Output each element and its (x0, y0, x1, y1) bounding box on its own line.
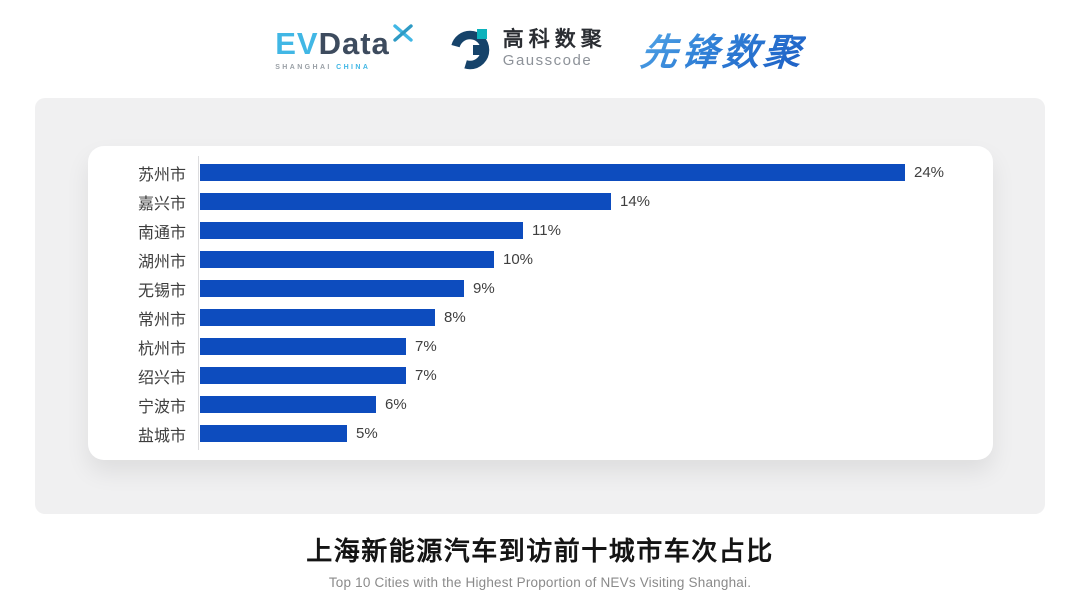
evdata-ev-text: EV (275, 25, 319, 61)
bar-chart: 苏州市 24% 嘉兴市 14% 南通市 11% 湖州市 10% 无锡市 9% 常州市 8% 杭州市 7% 绍… (138, 156, 953, 450)
evdata-shanghai-text: SHANGHAI (275, 63, 332, 71)
value-label: 6% (385, 396, 407, 413)
category-label: 盐城市 (138, 427, 187, 445)
footer-title-block: 上海新能源汽车到访前十城市车次占比 Top 10 Cities with the… (0, 531, 1080, 590)
evdata-wordmark: EV Data (275, 23, 414, 61)
gausscode-text: 高科数聚 Gausscode (503, 28, 607, 70)
evdata-subtitle: SHANGHAI CHINA (275, 64, 370, 71)
evdata-china-text: CHINA (336, 63, 371, 71)
xianfeng-logo: 先锋数聚 (638, 22, 808, 76)
category-label: 宁波市 (138, 398, 187, 416)
chart-card: 苏州市 24% 嘉兴市 14% 南通市 11% 湖州市 10% 无锡市 9% 常州市 8% 杭州市 7% 绍… (88, 146, 993, 460)
bar-row: 宁波市 6% (138, 390, 953, 419)
gausscode-cn-text: 高科数聚 (502, 27, 607, 51)
bar (200, 193, 611, 210)
chart-title-en: Top 10 Cities with the Highest Proportio… (328, 575, 752, 590)
category-label: 绍兴市 (138, 369, 187, 387)
gausscode-logo: 高科数聚 Gausscode (448, 26, 607, 72)
bar-row: 南通市 11% (138, 216, 953, 245)
chart-rows: 苏州市 24% 嘉兴市 14% 南通市 11% 湖州市 10% 无锡市 9% 常州市 8% 杭州市 7% 绍… (138, 158, 953, 448)
bar-row: 苏州市 24% (138, 158, 953, 187)
bar (200, 425, 347, 442)
bar-row: 无锡市 9% (138, 274, 953, 303)
category-label: 嘉兴市 (138, 195, 187, 213)
bar-row: 嘉兴市 14% (138, 187, 953, 216)
bar-row: 湖州市 10% (138, 245, 953, 274)
value-label: 9% (473, 280, 495, 297)
value-label: 10% (503, 251, 534, 268)
bar (200, 338, 406, 355)
bar (200, 280, 464, 297)
value-label: 7% (415, 338, 437, 355)
category-label: 无锡市 (138, 282, 187, 300)
value-label: 14% (620, 193, 651, 210)
bar (200, 251, 494, 268)
value-label: 24% (914, 164, 945, 181)
value-label: 7% (415, 367, 437, 384)
value-label: 5% (356, 425, 378, 442)
category-label: 南通市 (138, 224, 187, 242)
category-label: 常州市 (138, 311, 187, 329)
evdata-logo: EV Data SHANGHAI CHINA (275, 23, 414, 71)
bar-row: 杭州市 7% (138, 332, 953, 361)
bar (200, 309, 435, 326)
bar-row: 绍兴市 7% (138, 361, 953, 390)
chart-title-cn: 上海新能源汽车到访前十城市车次占比 (306, 536, 774, 566)
logo-header: EV Data SHANGHAI CHINA 高科数聚 Gausscode 先锋数… (0, 16, 1080, 82)
value-label: 11% (532, 222, 561, 239)
chart-panel: 苏州市 24% 嘉兴市 14% 南通市 11% 湖州市 10% 无锡市 9% 常州市 8% 杭州市 7% 绍… (35, 98, 1045, 514)
evdata-star-icon (393, 23, 413, 42)
evdata-data-text: Data (318, 25, 390, 61)
category-label: 杭州市 (138, 340, 187, 358)
category-label: 苏州市 (138, 166, 187, 184)
bar (200, 396, 376, 413)
gausscode-g-icon (450, 29, 490, 70)
bar (200, 367, 406, 384)
gausscode-en-text: Gausscode (502, 52, 593, 70)
category-label: 湖州市 (138, 253, 187, 271)
bar (200, 164, 905, 181)
bar-row: 盐城市 5% (138, 419, 953, 448)
bar-row: 常州市 8% (138, 303, 953, 332)
bar (200, 222, 523, 239)
value-label: 8% (444, 309, 466, 326)
